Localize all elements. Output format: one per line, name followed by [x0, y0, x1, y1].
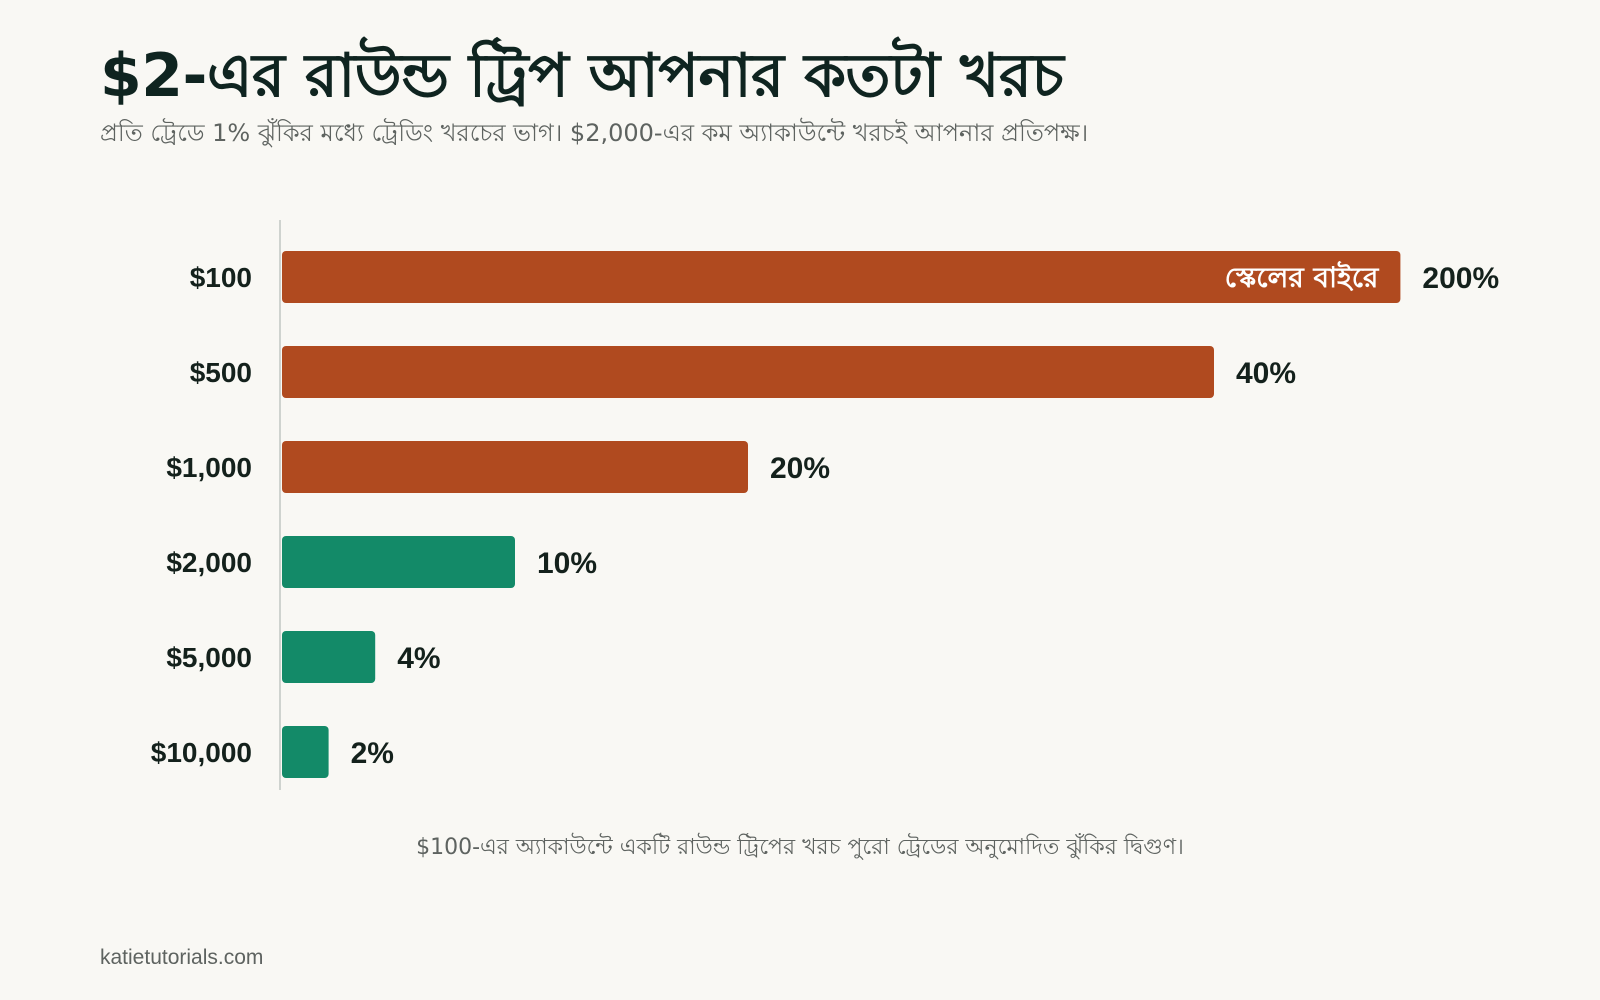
bar — [282, 726, 329, 778]
source-credit: katietutorials.com — [100, 946, 264, 969]
category-label: $100 — [190, 262, 252, 293]
value-label: 4% — [397, 642, 440, 675]
value-label: 2% — [351, 737, 394, 770]
bar — [282, 346, 1214, 398]
bar — [282, 631, 376, 683]
category-label: $2,000 — [166, 547, 252, 578]
bar — [282, 536, 515, 588]
category-label: $500 — [190, 357, 252, 388]
category-label: $1,000 — [166, 452, 252, 483]
bar — [282, 251, 1401, 303]
value-label: 10% — [537, 547, 597, 580]
bar-chart: $100 স্কেলের বাইরে 200% $500 40% $1,000 20% $2,… — [151, 220, 1499, 790]
value-label: 40% — [1236, 357, 1296, 390]
value-label: 200% — [1422, 262, 1499, 295]
chart-footnote: $100-এর অ্যাকাউন্টে একটি রাউন্ড ট্রিপের … — [416, 835, 1184, 860]
value-label: 20% — [770, 452, 830, 485]
chart-subtitle: প্রতি ট্রেডে 1% ঝুঁকির মধ্যে ট্রেডিং খরচ… — [100, 119, 1089, 147]
chart-title: $2-এর রাউন্ড ট্রিপ আপনার কতটা খরচ — [100, 41, 1064, 111]
off-scale-label: স্কেলের বাইরে — [1225, 261, 1380, 294]
category-label: $5,000 — [166, 642, 252, 673]
bar — [282, 441, 748, 493]
category-label: $10,000 — [151, 737, 252, 768]
